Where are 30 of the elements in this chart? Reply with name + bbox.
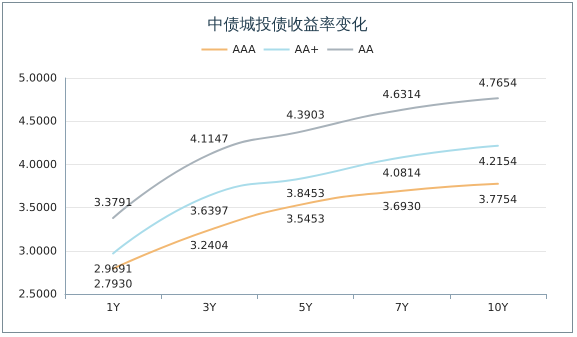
legend-label: AAA: [232, 43, 256, 56]
y-tick-label: 4.5000: [18, 114, 57, 128]
x-tick-label: 5Y: [298, 301, 313, 314]
x-tick-label: 1Y: [106, 301, 120, 314]
data-label: 2.9691: [94, 262, 132, 276]
data-label: 4.3903: [286, 108, 325, 122]
data-label: 3.3791: [94, 196, 132, 210]
data-label: 4.1147: [190, 132, 229, 146]
y-tick-label: 5.0000: [18, 72, 57, 84]
data-label: 3.2404: [190, 239, 229, 252]
data-label: 3.5453: [286, 212, 325, 226]
data-label: 4.0814: [382, 166, 421, 180]
legend-label: AA: [358, 43, 374, 56]
data-label: 2.7930: [94, 278, 132, 291]
x-tick-label: 7Y: [394, 301, 409, 314]
data-label: 3.6930: [382, 200, 421, 213]
x-tick-label: 3Y: [202, 301, 216, 314]
data-label: 4.2154: [478, 154, 518, 168]
y-tick-label: 3.0000: [18, 244, 57, 258]
x-tick-label: 10Y: [488, 301, 509, 314]
data-label: 3.7754: [478, 192, 518, 206]
y-tick-label: 3.5000: [18, 201, 57, 214]
legend-label: AA+: [294, 43, 320, 56]
data-label: 3.6397: [190, 204, 229, 218]
data-label: 4.6314: [382, 88, 421, 101]
data-label: 3.8453: [286, 186, 325, 200]
y-tick-label: 4.0000: [18, 158, 57, 171]
data-label: 4.7654: [478, 76, 518, 90]
y-tick-label: 2.5000: [18, 288, 57, 300]
chart-title: 中债城投债收益率变化: [208, 14, 368, 34]
